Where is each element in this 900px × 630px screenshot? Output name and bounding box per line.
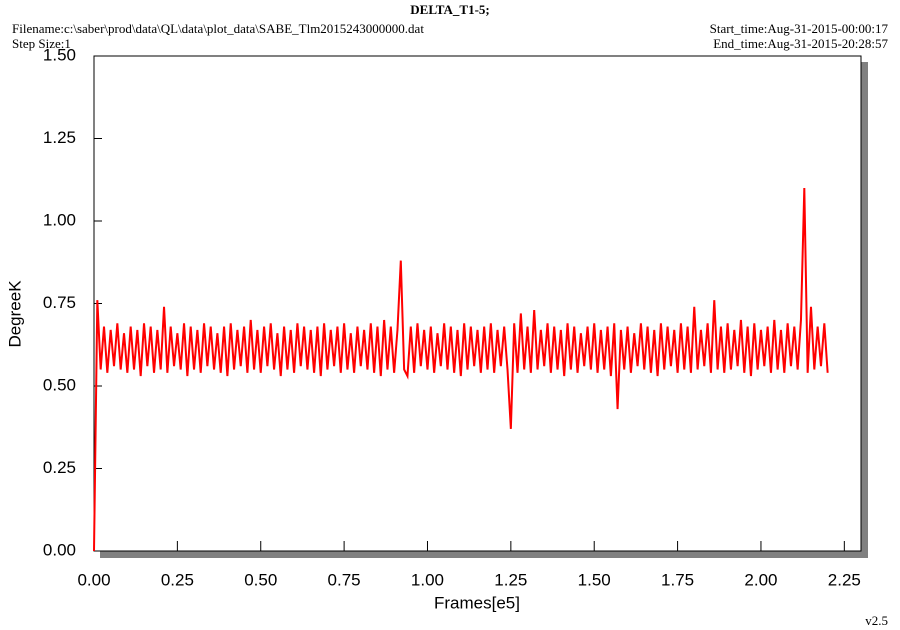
x-tick-label: 1.50 xyxy=(578,570,611,589)
y-tick-label: 0.00 xyxy=(43,540,76,559)
x-tick-label: 0.25 xyxy=(161,570,194,589)
y-tick-label: 0.75 xyxy=(43,293,76,312)
y-tick-label: 1.25 xyxy=(43,128,76,147)
x-tick-label: 1.75 xyxy=(661,570,694,589)
chart-title: DELTA_T1-5; xyxy=(410,2,489,17)
y-tick-label: 0.50 xyxy=(43,375,76,394)
x-axis-label: Frames[e5] xyxy=(434,593,520,612)
x-tick-label: 0.50 xyxy=(244,570,277,589)
x-tick-label: 0.75 xyxy=(328,570,361,589)
x-tick-label: 1.00 xyxy=(411,570,444,589)
x-tick-label: 0.00 xyxy=(77,570,110,589)
plot-area xyxy=(93,55,862,552)
data-line xyxy=(93,187,829,552)
version: v2.5 xyxy=(865,613,888,628)
y-axis-label: DegreeK xyxy=(5,280,24,348)
start-time: Start_time:Aug-31-2015-00:00:17 xyxy=(710,21,889,36)
step-size: Step Size:1 xyxy=(12,36,71,51)
end-time: End_time:Aug-31-2015-20:28:57 xyxy=(713,36,888,51)
filename: Filename:c:\saber\prod\data\QL\data\plot… xyxy=(12,21,424,36)
x-tick-label: 2.25 xyxy=(828,570,861,589)
y-tick-label: 1.00 xyxy=(43,210,76,229)
x-tick-label: 2.00 xyxy=(744,570,777,589)
y-tick-label: 1.50 xyxy=(43,45,76,64)
y-tick-label: 0.25 xyxy=(43,458,76,477)
x-tick-label: 1.25 xyxy=(494,570,527,589)
